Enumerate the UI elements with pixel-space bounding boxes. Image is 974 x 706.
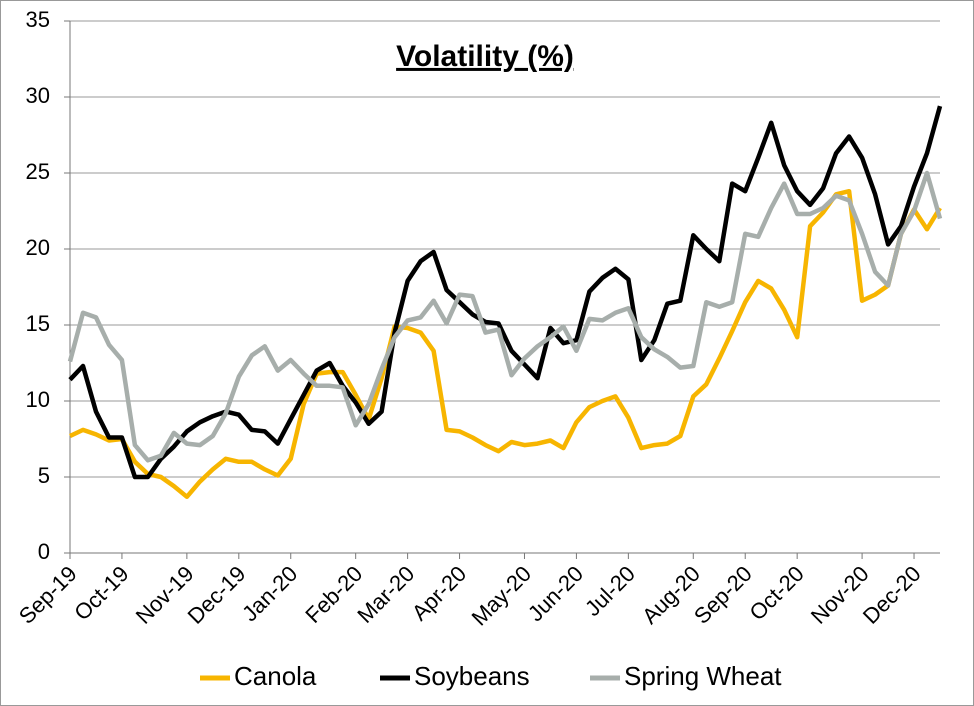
y-tick-label: 0 [38,539,50,564]
y-tick-label: 35 [26,7,50,32]
legend-label: Spring Wheat [624,661,782,691]
series-line [69,188,942,500]
legend-label: Canola [234,661,317,691]
y-tick-label: 20 [26,235,50,260]
y-tick-label: 15 [26,311,50,336]
series-line [67,170,943,463]
y-tick-label: 5 [38,463,50,488]
y-tick-label: 25 [26,159,50,184]
legend-label: Soybeans [414,661,530,691]
chart-title: Volatility (%) [396,40,574,73]
series-line [68,105,943,480]
y-tick-label: 30 [26,83,50,108]
y-tick-label: 10 [26,387,50,412]
